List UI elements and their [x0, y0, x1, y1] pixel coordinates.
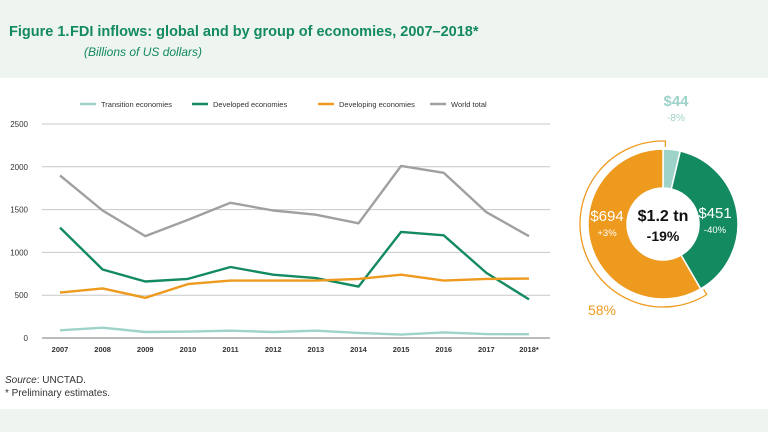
slice-label-developed: $451	[698, 205, 731, 222]
developing-share-annotation: 58%	[588, 302, 616, 318]
developing-bracket	[579, 140, 708, 308]
y-tick-label: 0	[24, 334, 29, 343]
x-tick-label: 2011	[222, 345, 238, 354]
legend-label: Developed economies	[213, 100, 287, 109]
figure-title: Figure 1.FDI inflows: global and by grou…	[9, 24, 479, 40]
footnote: * Preliminary estimates.	[5, 388, 111, 399]
x-tick-label: 2008	[94, 345, 111, 354]
source-text: : UNCTAD.	[36, 375, 86, 386]
source-label: Source	[5, 375, 37, 386]
notes: Source: UNCTAD. * Preliminary estimates.	[5, 374, 110, 400]
x-tick-label: 2007	[52, 345, 69, 354]
figure-label: Figure 1.	[9, 24, 70, 40]
y-tick-label: 1500	[10, 206, 28, 215]
y-tick-label: 2500	[10, 120, 28, 129]
x-tick-label: 2014	[350, 345, 368, 354]
bottom-band	[0, 409, 768, 432]
y-tick-label: 1000	[10, 248, 28, 257]
x-tick-label: 2012	[265, 345, 282, 354]
x-tick-label: 2017	[478, 345, 495, 354]
x-tick-label: 2013	[307, 345, 324, 354]
x-tick-label: 2016	[435, 345, 452, 354]
donut-slice-developing	[587, 148, 702, 300]
legend-label: World total	[451, 100, 487, 109]
x-tick-label: 2010	[180, 345, 197, 354]
donut-center-total: $1.2 tn	[638, 208, 689, 225]
figure-subtitle: (Billions of US dollars)	[84, 45, 203, 59]
x-tick-label: 2009	[137, 345, 154, 354]
y-tick-label: 2000	[10, 163, 28, 172]
series-line-developed	[59, 226, 530, 301]
donut-slice-developed	[670, 150, 739, 290]
series-line-world	[59, 164, 530, 238]
slice-change-developed: -40%	[704, 225, 727, 236]
slice-label-transition: $44	[663, 93, 689, 110]
title-band	[0, 0, 768, 78]
source-note: Source: UNCTAD.	[5, 374, 110, 387]
donut-center-change: -19%	[647, 228, 680, 244]
donut-chart: $1.2 tn -19% $44 -8% $451 -40% $694 +3% 58%	[579, 93, 739, 318]
legend-label: Transition economies	[101, 100, 172, 109]
y-tick-label: 500	[15, 291, 29, 300]
line-chart: 0 500 1000 1500 2000 2500 2007 2008 2009 2010 2011…	[10, 100, 550, 354]
legend-label: Developing economies	[339, 100, 415, 109]
slice-change-transition: -8%	[667, 113, 685, 124]
series-line-developing	[59, 273, 530, 300]
figure-title-text: FDI inflows: global and by group of econ…	[70, 24, 479, 40]
slice-label-developing: $694	[590, 208, 623, 225]
x-tick-label: 2015	[393, 345, 410, 354]
x-tick-label: 2018*	[519, 345, 539, 354]
slice-change-developing: +3%	[597, 228, 617, 239]
series-line-transition	[59, 326, 530, 336]
